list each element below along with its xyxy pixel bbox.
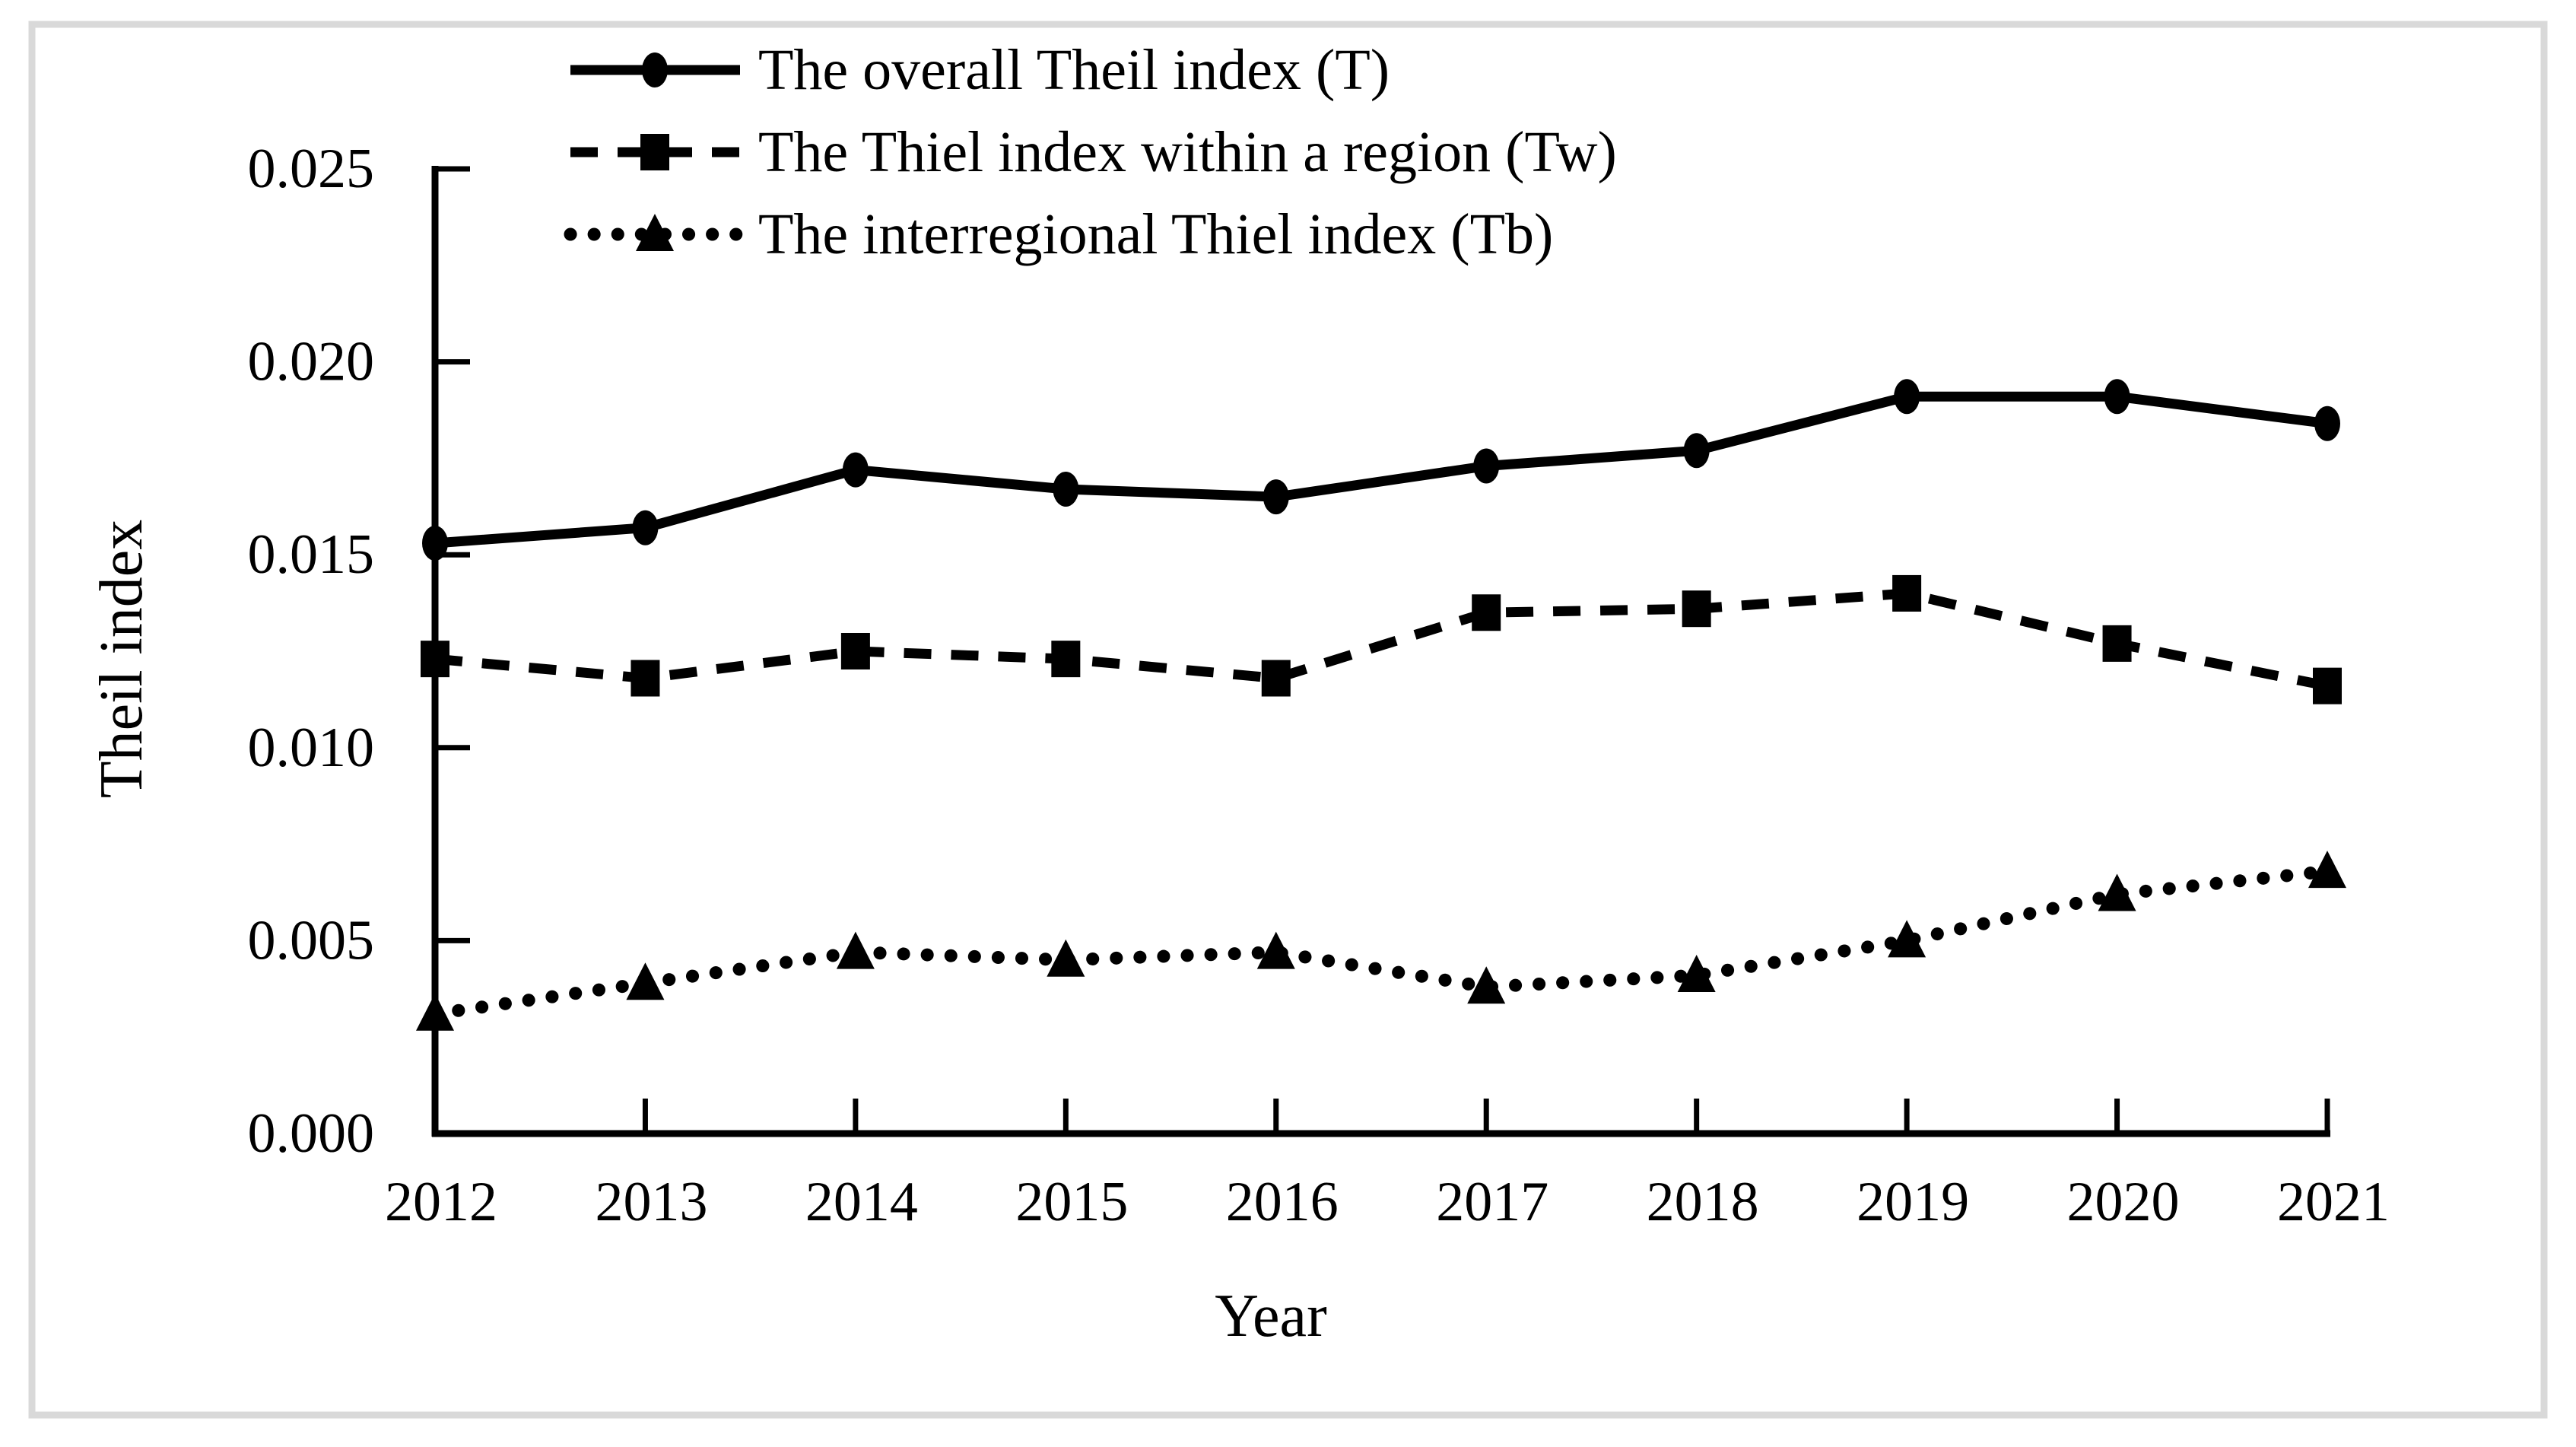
series-T [422, 379, 2340, 561]
y-axis-tick-labels: 0.000 0.005 0.010 0.015 0.020 0.025 [248, 138, 375, 1165]
series-Tb [416, 851, 2346, 1031]
x-tick-label: 2020 [2067, 1171, 2180, 1233]
x-axis-ticks [642, 1099, 2330, 1134]
series-line [428, 864, 2334, 1021]
x-tick-label: 2013 [595, 1171, 707, 1233]
circle-marker [2104, 379, 2130, 415]
x-tick-label: 2018 [1647, 1171, 1759, 1233]
circle-marker [2314, 405, 2340, 441]
x-tick-label: 2015 [1015, 1171, 1128, 1233]
triangle-marker [626, 962, 665, 1000]
square-marker [1472, 594, 1501, 631]
triangle-marker [636, 214, 674, 251]
triangle-marker [1467, 966, 1506, 1004]
square-marker [1892, 574, 1922, 612]
page-border [28, 21, 2548, 1419]
legend-label: The interregional Thiel index (Tb) [758, 202, 1553, 266]
triangle-marker [416, 993, 454, 1031]
square-marker [2313, 667, 2342, 704]
circle-marker [1894, 379, 1920, 415]
square-marker [421, 641, 449, 678]
triangle-marker [1677, 955, 1716, 993]
y-tick-label: 0.005 [248, 909, 375, 972]
y-tick-label: 0.025 [248, 138, 375, 200]
legend-label: The overall Theil index (T) [758, 38, 1390, 102]
triangle-marker [1256, 931, 1295, 969]
triangle-marker [836, 931, 875, 969]
square-marker [1051, 641, 1081, 678]
square-marker [840, 633, 870, 669]
y-axis-title: Theil index [88, 520, 155, 799]
circle-marker [642, 52, 668, 87]
x-tick-label: 2021 [2277, 1171, 2390, 1233]
circle-marker [1053, 471, 1079, 507]
circle-marker [632, 510, 659, 545]
circle-marker [842, 452, 869, 488]
y-tick-label: 0.010 [248, 717, 375, 779]
square-marker [1261, 660, 1291, 697]
y-tick-label: 0.015 [248, 523, 375, 586]
triangle-marker [2098, 873, 2136, 911]
x-axis-title: Year [1215, 1283, 1326, 1350]
y-tick-label: 0.020 [248, 331, 375, 393]
square-marker [1682, 590, 1711, 628]
circle-marker [1263, 479, 1289, 515]
legend-item: The Thiel index within a region (Tw) [570, 120, 1617, 184]
series-line [434, 391, 2328, 549]
circle-marker [1473, 448, 1500, 484]
square-marker [640, 134, 669, 170]
x-tick-label: 2017 [1436, 1171, 1548, 1233]
triangle-marker [1888, 920, 1926, 958]
legend-item: The overall Theil index (T) [570, 38, 1390, 102]
triangle-marker [2308, 851, 2346, 889]
x-tick-label: 2016 [1226, 1171, 1339, 1233]
triangle-marker [1047, 939, 1085, 977]
series-line [434, 588, 2329, 692]
x-axis-tick-labels: 2012 2013 2014 2015 2016 2017 2018 2019 2020 2021 [385, 1171, 2390, 1233]
legend-label: The Thiel index within a region (Tw) [758, 120, 1617, 184]
series-layer [416, 379, 2346, 1031]
legend: The overall Theil index (T) The Thiel ind… [564, 38, 1617, 266]
x-tick-label: 2014 [805, 1171, 918, 1233]
circle-marker [422, 525, 448, 561]
y-tick-label: 0.000 [248, 1102, 375, 1165]
legend-item: The interregional Thiel index (Tb) [564, 202, 1553, 266]
series-Tw [421, 574, 2342, 704]
square-marker [631, 660, 660, 697]
x-tick-label: 2012 [385, 1171, 497, 1233]
x-tick-label: 2019 [1857, 1171, 1969, 1233]
circle-marker [1683, 433, 1710, 469]
square-marker [2102, 625, 2132, 662]
